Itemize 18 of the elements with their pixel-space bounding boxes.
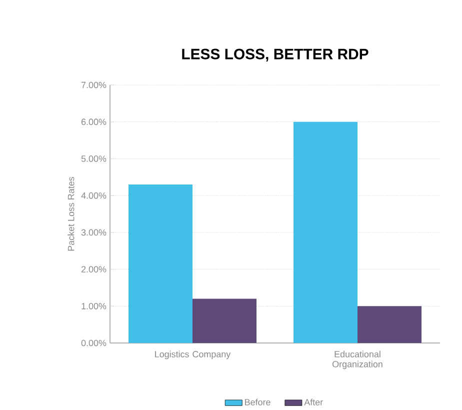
bar (358, 306, 422, 343)
y-tick-label: 5.00% (81, 156, 106, 162)
y-tick-label: 3.00% (81, 229, 106, 236)
y-tick-label: 4.00% (81, 192, 106, 199)
legend-label: Before (245, 398, 270, 406)
y-tick-label: 7.00% (82, 82, 106, 88)
x-tick-label: Logistics Company (155, 350, 231, 360)
y-tick-label: 0.00% (81, 340, 106, 346)
bar (294, 122, 358, 343)
y-tick-label: 1.00% (82, 302, 106, 310)
y-axis-title: Packet Loss Rates (68, 176, 74, 251)
bar (192, 298, 256, 343)
y-tick-label: 6.00% (82, 118, 106, 126)
y-tick-label: 2.00% (82, 266, 106, 272)
chart-title: LESS LOSS, BETTER RDP (182, 48, 368, 62)
legend-label: After (304, 398, 323, 406)
x-tick-label: Educational Organization (332, 350, 382, 370)
bar (128, 184, 192, 343)
